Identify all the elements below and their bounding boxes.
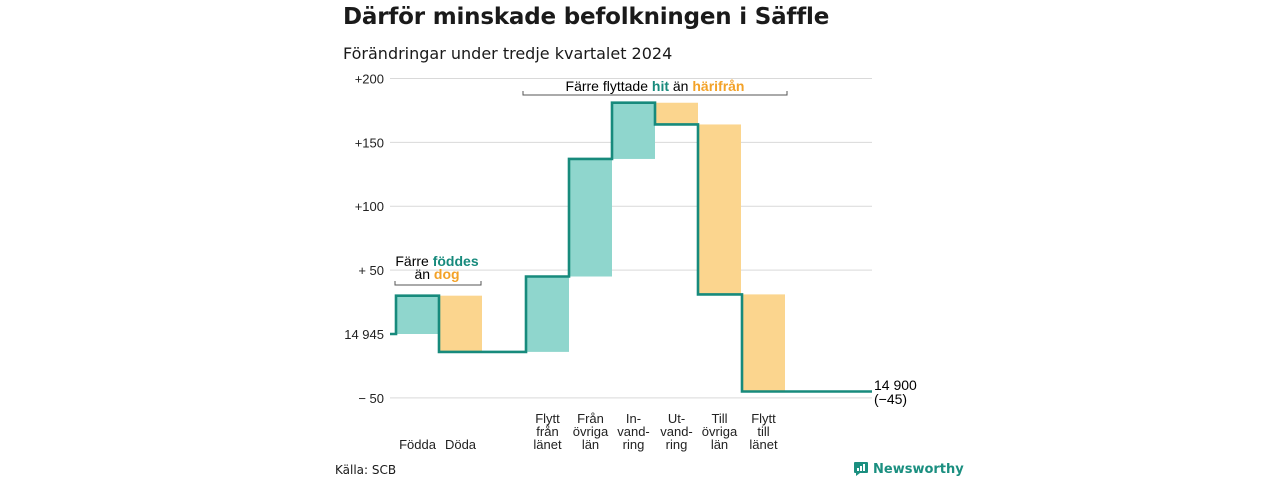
births-annotation-mid: än [414,266,433,282]
births-annotation-prefix: Färre [395,253,432,269]
bar-in-vandring [612,102,655,159]
x-tick-label: Från övriga län [573,411,609,452]
svg-text:Färre föddes: Färre föddes [395,253,478,269]
y-axis-ticks: +200 +150 +100 + 50 14 945 − 50 [344,71,384,405]
brand-logo: Newsworthy [853,461,964,477]
y-tick-label: +150 [355,135,384,150]
y-tick-label: +200 [355,71,384,86]
x-tick-label: In-vand-ring [617,411,650,452]
bar-flytt-till-länet [742,294,785,392]
svg-text:Färre flyttade hit än härifrån: Färre flyttade hit än härifrån [566,78,745,94]
x-tick-label: Flytt från länet [533,411,562,452]
x-tick-label: Flytt till länet [749,411,778,452]
end-change-label: (−45) [874,391,907,407]
births-annotation-in-word: föddes [433,253,479,269]
bar-till-övriga-län [698,124,741,295]
migration-annotation-mid: än [669,78,692,94]
chart-subtitle: Förändringar under tredje kvartalet 2024 [343,44,673,63]
migration-annotation: Färre flyttade hit än härifrån [522,78,788,96]
x-axis-labels: Födda Döda Flytt från länet Från övriga länIn-v… [399,411,778,452]
bar-födda [396,295,439,334]
x-tick-label: Födda [399,437,437,452]
births-annotation: Färre föddes än dog [394,253,482,286]
y-tick-label: − 50 [358,391,384,406]
population-step-line [390,101,872,393]
bar-döda [439,295,482,352]
births-annotation-bracket [394,281,482,286]
migration-annotation-bracket [522,91,788,96]
births-annotation-out-word: dog [434,266,460,282]
brand-name: Newsworthy [873,461,964,477]
migration-annotation-prefix: Färre flyttade [566,78,652,94]
migration-annotation-in-word: hit [652,78,669,94]
x-tick-label: Ut-vand-ring [660,411,693,452]
bar-ut-vandring [655,102,698,125]
svg-text:än dog: än dog [414,266,459,282]
bar-flytt-från-länet [526,276,569,352]
y-tick-label: + 50 [358,263,384,278]
x-tick-label: Till övriga län [702,411,738,452]
chart-title: Därför minskade befolkningen i Säffle [343,4,830,30]
y-tick-label: +100 [355,199,384,214]
bars [396,102,785,392]
end-population-label: 14 900 [874,377,917,393]
y-tick-label: 14 945 [344,327,384,342]
bar-från-övriga-län [569,158,612,277]
migration-annotation-out-word: härifrån [692,78,744,94]
newsworthy-icon [854,462,868,476]
source-note: Källa: SCB [335,463,397,477]
x-tick-label: Döda [445,437,477,452]
